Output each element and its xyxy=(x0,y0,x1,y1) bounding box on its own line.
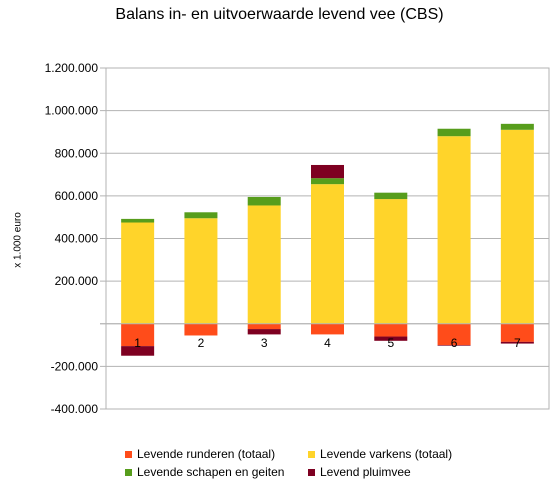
bar-segment xyxy=(500,323,534,342)
bar-segment xyxy=(311,184,344,324)
bar-segment xyxy=(374,192,408,200)
y-tick-label: -400.000 xyxy=(51,402,99,416)
x-tick-label: 3 xyxy=(261,336,268,350)
y-tick-label: 800.000 xyxy=(55,146,99,160)
bar-segment xyxy=(121,323,155,347)
legend: Levende runderen (totaal) Levende varken… xyxy=(125,447,508,479)
plot-area-frame xyxy=(105,67,550,410)
bar-segment xyxy=(247,329,281,335)
bar-segment xyxy=(247,323,281,330)
bar-segment xyxy=(184,212,218,219)
bar-segment xyxy=(311,178,344,185)
legend-label-pluimvee: Levend pluimvee xyxy=(320,465,411,479)
bar-segment xyxy=(374,323,408,337)
bar-segment xyxy=(121,222,155,324)
bar-segment xyxy=(184,218,218,324)
legend-swatch-runderen xyxy=(125,450,132,458)
bar-segment xyxy=(500,341,534,344)
bar-segment xyxy=(311,164,344,179)
bar-segment xyxy=(437,323,471,346)
y-tick-label: 600.000 xyxy=(55,189,99,203)
legend-label-runderen: Levende runderen (totaal) xyxy=(137,447,276,461)
bar-segment xyxy=(121,218,155,223)
bar-segment xyxy=(121,346,155,356)
y-tick-label: 400.000 xyxy=(55,232,99,246)
bar-segment xyxy=(437,345,471,346)
bar-segment xyxy=(437,128,471,137)
legend-swatch-pluimvee xyxy=(308,468,315,476)
bar-segment xyxy=(374,336,408,341)
y-tick-label: -200.000 xyxy=(51,359,99,373)
legend-label-varkens: Levende varkens (totaal) xyxy=(320,447,453,461)
legend-item: Levende schapen en geiten xyxy=(125,465,308,479)
x-tick-label: 2 xyxy=(198,336,205,350)
legend-item: Levende varkens (totaal) xyxy=(308,447,508,461)
x-tick-label: 5 xyxy=(387,336,394,350)
x-tick-label: 4 xyxy=(324,336,331,350)
x-tick-label: 6 xyxy=(451,336,458,350)
bar-segment xyxy=(500,129,534,324)
legend-swatch-schapen xyxy=(125,468,132,476)
bar-segment xyxy=(247,196,281,206)
x-tick-label: 7 xyxy=(514,336,521,350)
y-tick-label: 200.000 xyxy=(55,274,99,288)
bar-segment xyxy=(247,205,281,324)
bar-segment xyxy=(500,123,534,130)
bar-segment xyxy=(184,323,218,336)
legend-item: Levende runderen (totaal) xyxy=(125,447,308,461)
legend-item: Levend pluimvee xyxy=(308,465,508,479)
bar-segment xyxy=(374,199,408,324)
chart-title: Balans in- en uitvoerwaarde levend vee (… xyxy=(115,6,444,23)
y-tick-label: 1.000.000 xyxy=(45,104,99,118)
x-tick-label: 1 xyxy=(134,336,141,350)
legend-swatch-varkens xyxy=(308,450,315,458)
bar-segment xyxy=(311,323,344,335)
legend-label-schapen: Levende schapen en geiten xyxy=(137,465,285,479)
bar-segment xyxy=(437,136,471,324)
y-tick-label: 1.200.000 xyxy=(45,61,99,75)
